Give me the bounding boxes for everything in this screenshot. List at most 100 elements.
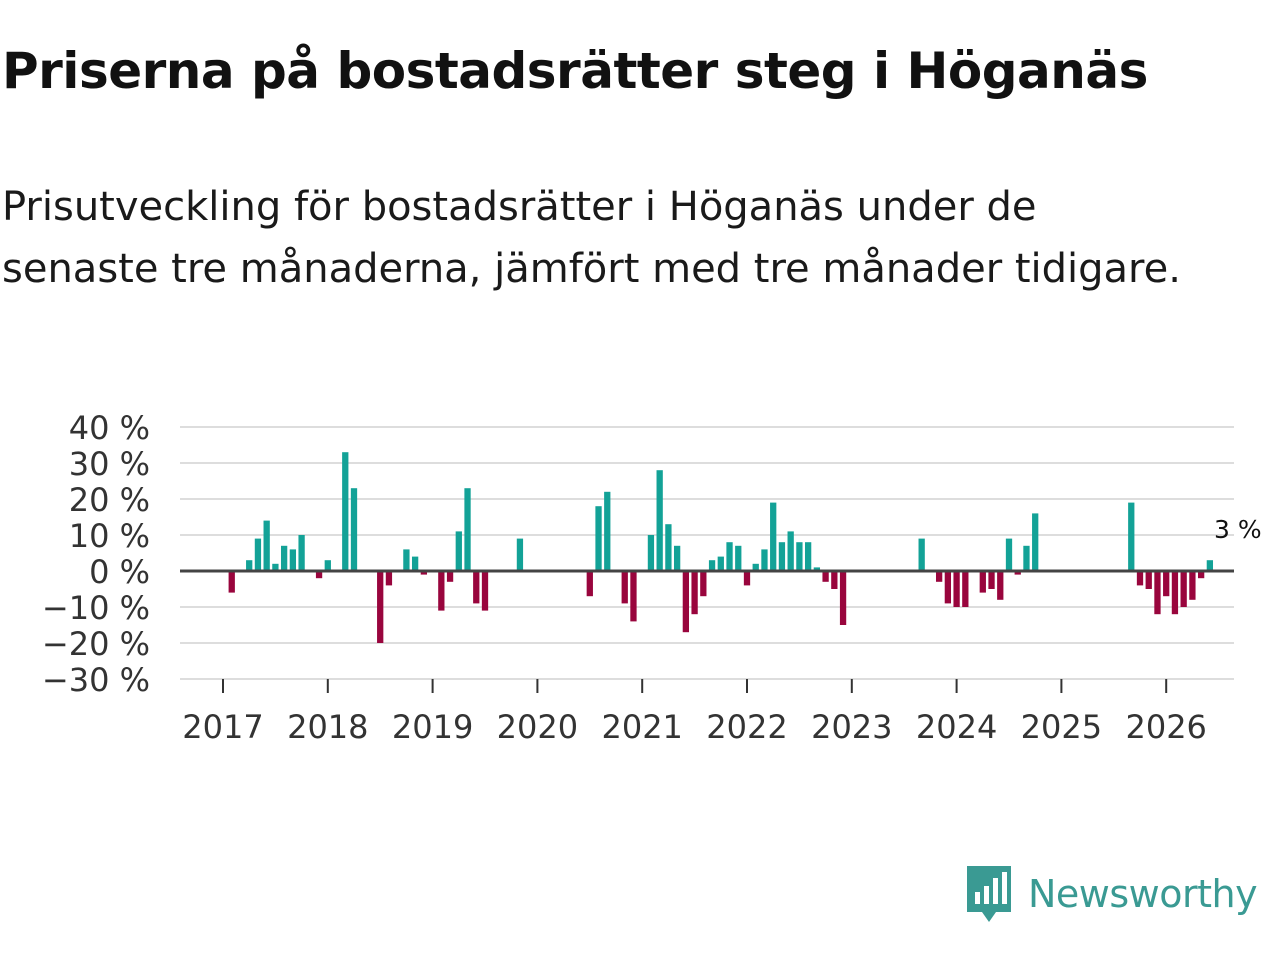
bar-chart: 40 %30 %20 %10 %0 %−10 %−20 %−30 % 2017 2… xyxy=(42,409,1262,746)
y-tick-label: 0 % xyxy=(89,553,150,591)
bar xyxy=(1171,571,1179,615)
bar xyxy=(1163,571,1170,597)
newsworthy-logo-icon xyxy=(967,866,1011,922)
x-tick-label: 2025 xyxy=(1021,708,1102,746)
bar xyxy=(839,571,847,625)
x-tick-label: 2024 xyxy=(916,708,997,746)
bar xyxy=(918,538,925,571)
bar xyxy=(1197,571,1205,579)
bar xyxy=(962,571,969,607)
bar xyxy=(280,545,288,571)
bar xyxy=(647,535,655,571)
bar xyxy=(979,571,986,593)
bar xyxy=(595,506,602,571)
bar xyxy=(953,571,960,607)
bar xyxy=(944,571,952,604)
bar xyxy=(385,571,393,586)
bar xyxy=(752,563,759,571)
bar xyxy=(350,488,358,571)
bar xyxy=(1206,560,1214,571)
bar xyxy=(263,520,270,571)
data-labels: 3 % xyxy=(1214,515,1262,544)
x-axis: 2017 2018 2019 2020 2021 2022 2023 2024 2025 2026 xyxy=(182,679,1207,746)
bar xyxy=(735,545,742,571)
bar xyxy=(935,571,943,582)
bar xyxy=(420,571,428,575)
bar xyxy=(342,452,349,571)
bar xyxy=(254,538,262,571)
bar xyxy=(804,542,812,571)
y-tick-label: 40 % xyxy=(69,409,150,447)
brand-logo: Newsworthy xyxy=(964,864,1258,924)
bar xyxy=(411,556,419,571)
bar xyxy=(717,556,724,571)
bar xyxy=(289,549,297,571)
y-tick-label: −20 % xyxy=(42,625,150,663)
bar xyxy=(1005,538,1013,571)
chart-subtitle: Prisutveckling för bostadsrätter i Högan… xyxy=(2,184,1181,292)
bar xyxy=(438,571,445,611)
bar xyxy=(988,571,995,589)
bar xyxy=(1014,571,1021,575)
bar xyxy=(516,538,524,571)
bar xyxy=(770,502,777,571)
bar xyxy=(1189,571,1196,600)
bar xyxy=(586,571,593,597)
y-tick-label: 30 % xyxy=(69,445,150,483)
bar xyxy=(997,571,1004,600)
bar xyxy=(673,545,681,571)
x-tick-label: 2018 xyxy=(287,708,368,746)
bar xyxy=(298,535,305,571)
bar xyxy=(1128,502,1135,571)
bar xyxy=(700,571,707,597)
y-tick-label: 10 % xyxy=(69,517,150,555)
bar xyxy=(796,542,803,571)
bar xyxy=(1032,513,1039,571)
bar xyxy=(813,567,821,571)
bar xyxy=(1136,571,1144,586)
bar xyxy=(787,531,794,571)
bar xyxy=(481,571,489,611)
x-tick-label: 2017 xyxy=(182,708,263,746)
bar xyxy=(455,531,462,571)
bar xyxy=(1180,571,1187,607)
bar xyxy=(761,549,768,571)
bar xyxy=(778,542,786,571)
x-tick-label: 2019 xyxy=(392,708,473,746)
bar xyxy=(377,571,384,643)
bar xyxy=(708,560,716,571)
x-tick-label: 2022 xyxy=(706,708,787,746)
y-tick-label: −30 % xyxy=(42,661,150,699)
bar xyxy=(446,571,454,582)
x-tick-label: 2023 xyxy=(811,708,892,746)
bar xyxy=(272,563,279,571)
bar xyxy=(464,488,471,571)
y-axis: 40 %30 %20 %10 %0 %−10 %−20 %−30 % xyxy=(42,409,150,699)
y-tick-label: 20 % xyxy=(69,481,150,519)
bar xyxy=(228,571,235,593)
bars xyxy=(228,452,1214,643)
bar xyxy=(246,560,253,571)
bar xyxy=(665,524,672,571)
bar xyxy=(743,571,751,586)
gridlines xyxy=(180,426,1234,680)
bar xyxy=(691,571,698,615)
bar xyxy=(630,571,637,622)
bar xyxy=(403,549,410,571)
last-value-label: 3 % xyxy=(1214,515,1262,544)
bar xyxy=(656,470,663,571)
bar xyxy=(621,571,628,604)
bar xyxy=(682,571,690,633)
x-tick-label: 2020 xyxy=(497,708,578,746)
bar xyxy=(324,560,331,571)
bar xyxy=(1154,571,1161,615)
bar xyxy=(604,491,611,571)
bar xyxy=(315,571,323,579)
bar xyxy=(831,571,838,589)
chart-title: Priserna på bostadsrätter steg i Höganäs xyxy=(2,42,1148,100)
y-tick-label: −10 % xyxy=(42,589,150,627)
bar xyxy=(822,571,829,582)
x-tick-label: 2026 xyxy=(1125,708,1206,746)
bar xyxy=(1145,571,1152,589)
brand-name: Newsworthy xyxy=(1028,872,1258,916)
